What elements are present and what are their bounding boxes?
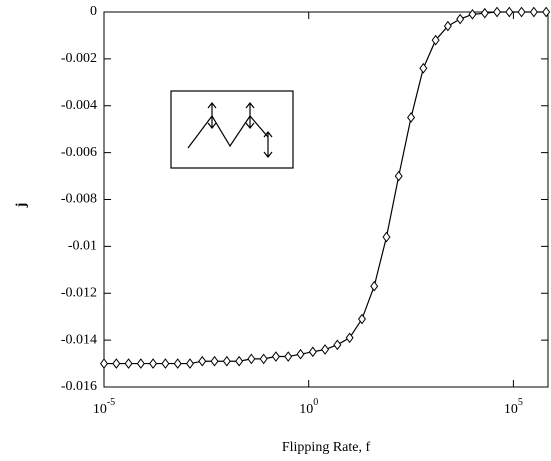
diamond-marker xyxy=(345,332,354,344)
x-tick-label: 10-5 xyxy=(93,397,115,417)
y-tick-label: -0.004 xyxy=(61,98,97,113)
y-tick-label: -0.002 xyxy=(61,51,97,66)
diamond-marker xyxy=(456,13,465,25)
y-tick-label: -0.006 xyxy=(61,145,97,160)
diamond-marker xyxy=(394,170,403,182)
diamond-marker xyxy=(333,339,342,351)
diamond-marker xyxy=(185,358,194,369)
diamond-marker xyxy=(542,6,551,18)
x-tick-exponent: -5 xyxy=(107,397,115,408)
diamond-marker xyxy=(296,348,305,360)
diamond-marker xyxy=(443,20,452,32)
y-tick-label: -0.016 xyxy=(61,379,97,394)
diamond-marker xyxy=(210,355,219,367)
x-tick-label: 100 xyxy=(299,397,318,417)
y-tick-label: -0.008 xyxy=(61,192,97,207)
diamond-marker xyxy=(149,358,158,369)
diamond-marker xyxy=(480,7,489,19)
diamond-marker xyxy=(271,351,280,362)
diamond-marker xyxy=(112,358,121,369)
diamond-marker xyxy=(222,355,231,367)
diamond-marker xyxy=(284,351,293,362)
x-tick-exponent: 5 xyxy=(518,397,523,408)
diamond-marker xyxy=(259,353,268,365)
diamond-marker xyxy=(161,358,170,369)
y-axis-title: j xyxy=(14,203,29,209)
y-tick-label: -0.01 xyxy=(68,239,97,254)
diamond-marker xyxy=(321,344,330,355)
diamond-marker xyxy=(247,353,256,365)
x-tick-base: 10 xyxy=(504,402,518,417)
diamond-marker xyxy=(517,6,526,18)
x-tick-base: 10 xyxy=(299,402,313,417)
x-axis-title: Flipping Rate, f xyxy=(282,440,371,455)
diamond-marker xyxy=(493,6,502,18)
diamond-marker xyxy=(468,9,477,20)
data-line xyxy=(104,11,547,365)
diamond-marker xyxy=(505,6,514,18)
diamond-marker xyxy=(370,280,379,292)
diamond-marker xyxy=(407,112,416,123)
diamond-marker xyxy=(357,313,366,325)
diamond-marker xyxy=(198,355,207,367)
diamond-marker xyxy=(124,358,133,369)
diamond-marker xyxy=(382,231,391,243)
diamond-marker xyxy=(100,358,108,369)
diamond-marker xyxy=(173,358,182,369)
plot-frame xyxy=(103,11,549,388)
x-tick-exponent: 0 xyxy=(313,397,318,408)
diamond-marker xyxy=(235,355,244,367)
y-tick-label: -0.014 xyxy=(61,332,97,347)
diamond-marker xyxy=(419,62,428,74)
y-tick-label: -0.012 xyxy=(61,285,97,300)
x-tick-base: 10 xyxy=(93,402,107,417)
diamond-marker xyxy=(136,358,145,369)
diamond-marker xyxy=(529,6,538,18)
x-tick-label: 105 xyxy=(504,397,523,417)
inset-diagram xyxy=(170,90,294,169)
diamond-marker xyxy=(308,346,317,358)
y-tick-label: 0 xyxy=(90,4,97,19)
diamond-marker xyxy=(431,34,440,46)
